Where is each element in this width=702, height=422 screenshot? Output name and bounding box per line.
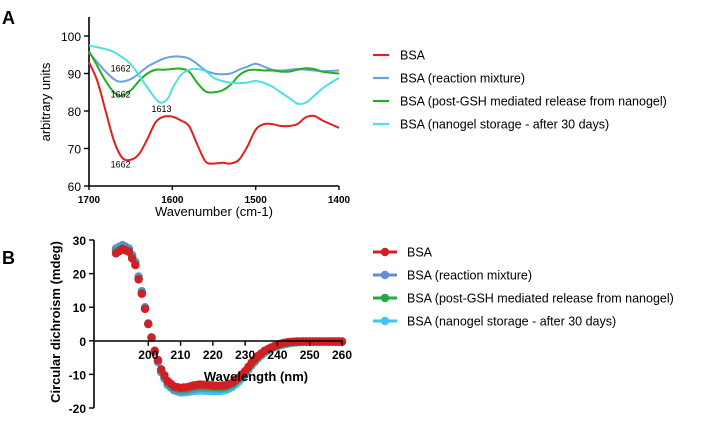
panel-b-series-0 — [111, 244, 347, 393]
panel-b-y-axis-label: Circular dichroism (mdeg) — [48, 241, 63, 403]
panel-b-legend-entry: BSA (nanogel storage - after 30 days) — [407, 315, 616, 329]
panel-b-data-point — [134, 275, 143, 284]
panel-a: A 60 70 80 90 100 1700 1600 1500 1400 arbitrary… — [2, 8, 667, 219]
panel-b-data-point — [140, 304, 150, 314]
panel-b-x-tick-label: 250 — [300, 348, 320, 362]
panel-a-y-tick-label: 80 — [68, 105, 82, 119]
panel-a-x-tick-label: 1500 — [245, 195, 268, 206]
panel-a-legend-entry: BSA (post-GSH mediated release from nano… — [400, 95, 667, 109]
panel-a-annotation: 1662 — [111, 159, 131, 169]
panel-a-x-tick-label: 1600 — [161, 195, 184, 206]
panel-a-legend-entry: BSA (reaction mixture) — [400, 72, 525, 86]
panel-a-label: A — [2, 8, 15, 28]
panel-a-x-axis-label: Wavenumber (cm-1) — [155, 204, 273, 219]
panel-b-data-point — [127, 254, 137, 263]
panel-b-y-tick-label: -20 — [69, 402, 87, 416]
panel-a-y-tick-label: 100 — [61, 30, 81, 44]
panel-b-legend-marker — [380, 247, 390, 257]
panel-a-x-tick-label: 1700 — [78, 195, 101, 206]
panel-b-data-point — [153, 355, 163, 365]
panel-b-label: B — [2, 248, 15, 268]
panel-b-x-tick-label: 220 — [203, 348, 223, 362]
panel-a-legend-entry: BSA — [400, 49, 426, 63]
panel-b-legend-marker — [380, 270, 390, 280]
panel-a-x-tick-label: 1400 — [328, 195, 351, 206]
panel-b-data-point — [137, 289, 147, 298]
panel-b-x-axis-label: Wavelength (nm) — [204, 369, 308, 384]
panel-b-legend-marker — [380, 316, 390, 326]
panel-b-data-point — [131, 261, 140, 270]
panel-a-series-line-0 — [88, 61, 340, 165]
panel-b-x-tick-label: 240 — [267, 348, 287, 362]
panel-b-y-tick-label: 20 — [73, 268, 87, 282]
panel-a-y-tick-label: 60 — [68, 180, 82, 194]
panel-a-annotation: 1613 — [151, 104, 171, 114]
panel-a-annotation: 1662 — [111, 90, 131, 100]
panel-b-legend-marker — [380, 293, 390, 303]
panel-b-x-tick-label: 260 — [332, 348, 352, 362]
panel-b-data-point — [144, 319, 153, 329]
panel-b-x-tick-label: 210 — [171, 348, 191, 362]
panel-a-annotation: 1662 — [111, 64, 131, 74]
panel-b-x-tick-label: 230 — [235, 348, 255, 362]
panel-a-series-line-2 — [88, 50, 340, 98]
panel-b-y-tick-label: 0 — [79, 335, 86, 349]
panel-a-series-line-3 — [88, 44, 340, 105]
panel-b-legend-entry: BSA (reaction mixture) — [407, 269, 532, 283]
panel-a-y-tick-label: 70 — [68, 143, 82, 157]
panel-b-legend-entry: BSA (post-GSH mediated release from nano… — [407, 292, 674, 306]
panel-a-y-tick-label: 90 — [68, 68, 82, 82]
panel-b-data-point — [147, 333, 156, 342]
panel-b: B -20 -10 0 10 20 30 200 210 220 230 240 250 260 Ci… — [2, 234, 674, 416]
panel-b-data-point — [150, 346, 159, 356]
panel-a-legend-entry: BSA (nanogel storage - after 30 days) — [400, 118, 609, 132]
panel-b-x-tick-label: 200 — [138, 348, 158, 362]
panel-b-y-tick-label: 30 — [73, 234, 87, 248]
panel-b-y-tick-label: -10 — [69, 368, 87, 382]
panel-b-data-point — [124, 247, 134, 256]
panel-a-y-axis-label: arbitrary units — [38, 62, 53, 141]
panel-b-y-tick-label: 10 — [73, 301, 87, 315]
panel-b-legend-entry: BSA — [407, 246, 433, 260]
